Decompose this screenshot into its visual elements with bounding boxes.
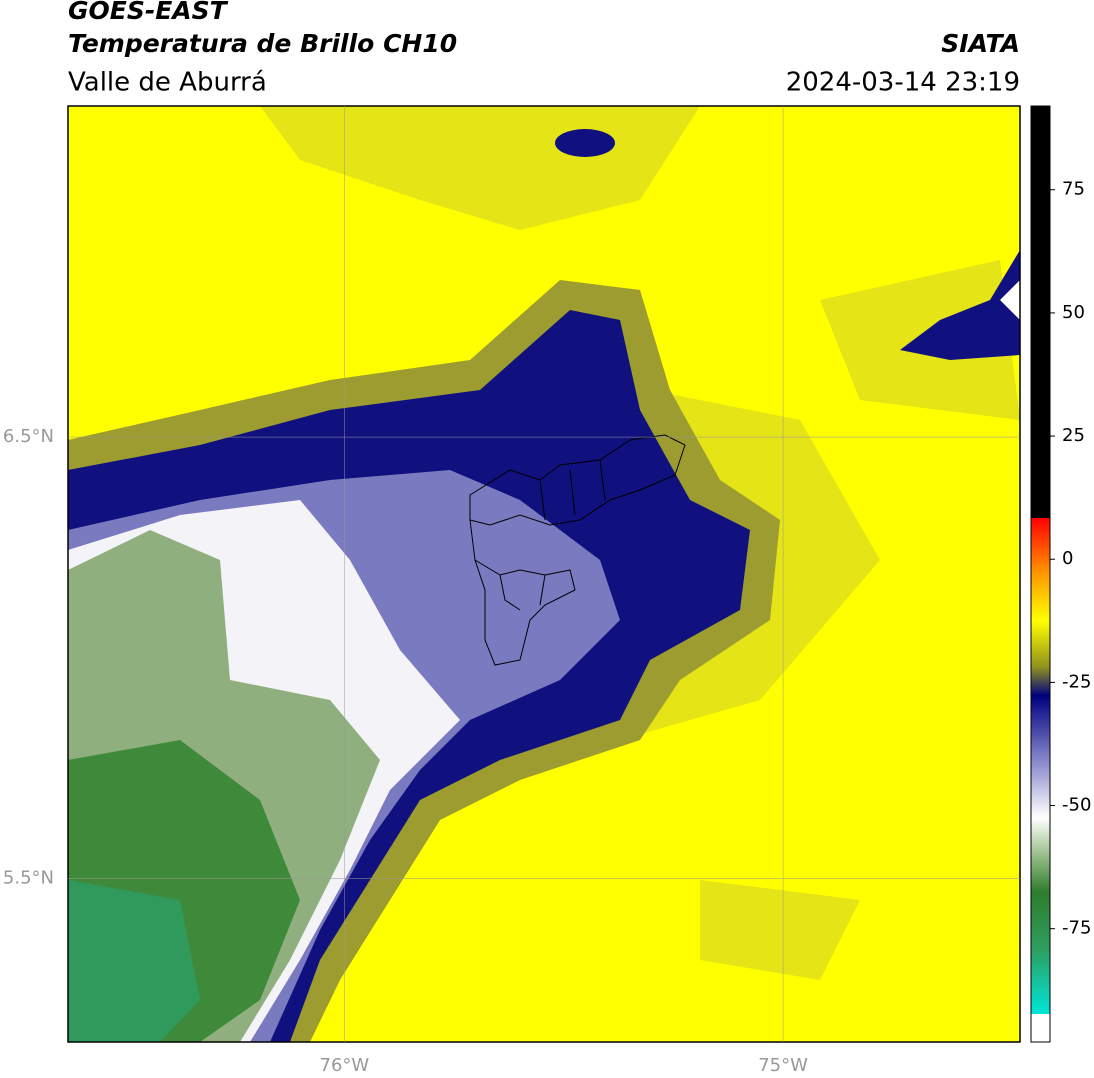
- colorbar: [1030, 105, 1051, 1043]
- colorbar-tick-label: 25: [1062, 425, 1085, 446]
- lat-tick-label: 5.5°N: [3, 868, 54, 889]
- lat-tick-label: 6.5°N: [3, 426, 54, 447]
- field-cell-east-core: [1000, 280, 1020, 320]
- field-cell-north: [555, 129, 615, 157]
- field-cell-east: [900, 250, 1020, 360]
- datetime: 2024-03-14 23:19: [786, 68, 1020, 98]
- map-frame: [67, 105, 1021, 1043]
- region: Valle de Aburrá: [68, 68, 267, 98]
- colorbar-tick-label: -50: [1062, 795, 1091, 816]
- field-teal-green: [68, 880, 200, 1042]
- colorbar-tick-label: 0: [1062, 548, 1073, 569]
- colorbar-tick-label: 75: [1062, 179, 1085, 200]
- lon-tick-label: 76°W: [320, 1055, 370, 1076]
- title: GOES-EAST: [68, 0, 229, 25]
- lon-tick-label: 75°W: [758, 1055, 808, 1076]
- municipal-boundaries: [469, 434, 686, 666]
- source: SIATA: [941, 29, 1020, 58]
- map-field: [68, 106, 1020, 1042]
- colorbar-tick-label: 50: [1062, 302, 1085, 323]
- colorbar-tick-label: -75: [1062, 918, 1091, 939]
- subtitle: Temperatura de Brillo CH10: [68, 29, 457, 58]
- colorbar-tick-label: -25: [1062, 671, 1091, 692]
